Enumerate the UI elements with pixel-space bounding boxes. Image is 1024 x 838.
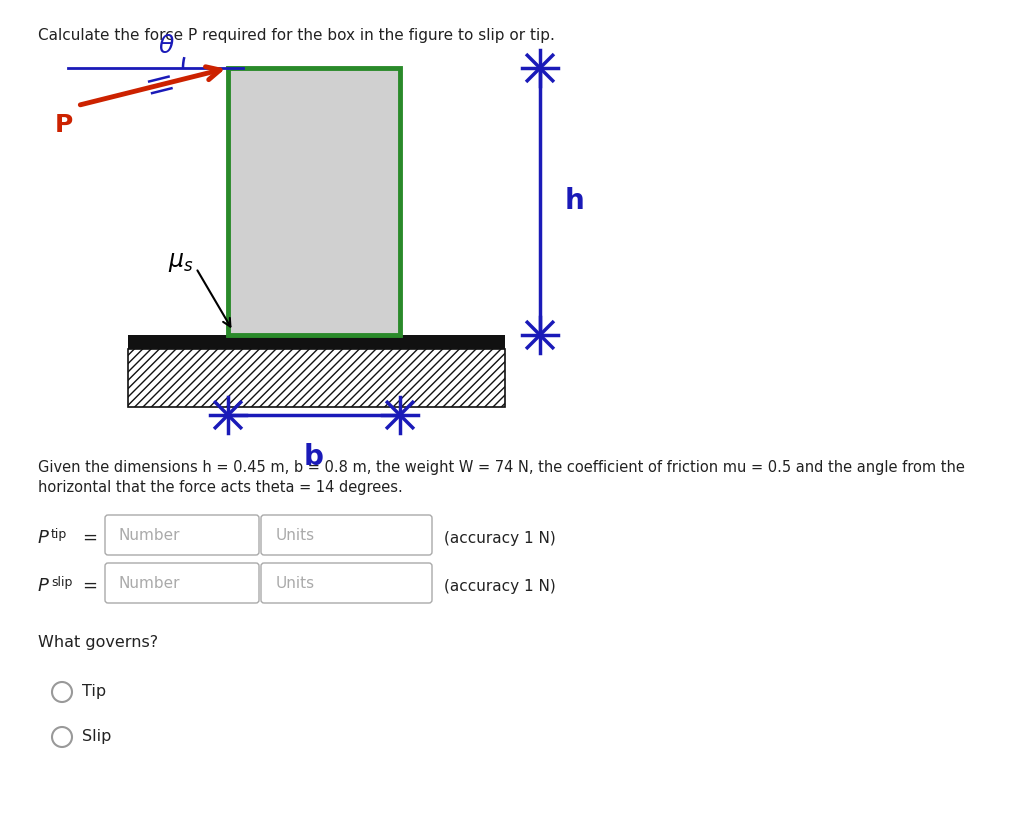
Text: horizontal that the force acts theta = 14 degrees.: horizontal that the force acts theta = 1… [38,480,402,495]
FancyBboxPatch shape [105,563,259,603]
Text: h: h [565,187,585,215]
Text: Given the dimensions h = 0.45 m, b = 0.8 m, the weight W = 74 N, the coefficient: Given the dimensions h = 0.45 m, b = 0.8… [38,460,965,475]
FancyBboxPatch shape [261,515,432,555]
Text: =: = [82,529,97,547]
Text: $\mu_s$: $\mu_s$ [168,250,194,274]
Text: tip: tip [51,528,68,541]
Bar [228,68,400,335]
Text: Number: Number [118,527,179,542]
Bar [128,349,505,407]
Text: Units: Units [276,527,315,542]
Text: P: P [38,577,49,595]
Text: Slip: Slip [82,729,112,744]
Text: Calculate the force P required for the box in the figure to slip or tip.: Calculate the force P required for the b… [38,28,555,43]
FancyBboxPatch shape [105,515,259,555]
Text: $\theta$: $\theta$ [158,34,174,58]
Text: =: = [82,577,97,595]
FancyBboxPatch shape [261,563,432,603]
Text: P: P [38,529,49,547]
Text: Units: Units [276,576,315,591]
Text: P: P [54,113,73,137]
Text: What governs?: What governs? [38,635,158,650]
Text: slip: slip [51,576,73,589]
Bar [128,335,505,349]
Text: b: b [304,443,324,471]
Text: (accuracy 1 N): (accuracy 1 N) [444,531,556,546]
Text: Tip: Tip [82,684,106,699]
Text: Number: Number [118,576,179,591]
Text: (accuracy 1 N): (accuracy 1 N) [444,579,556,594]
